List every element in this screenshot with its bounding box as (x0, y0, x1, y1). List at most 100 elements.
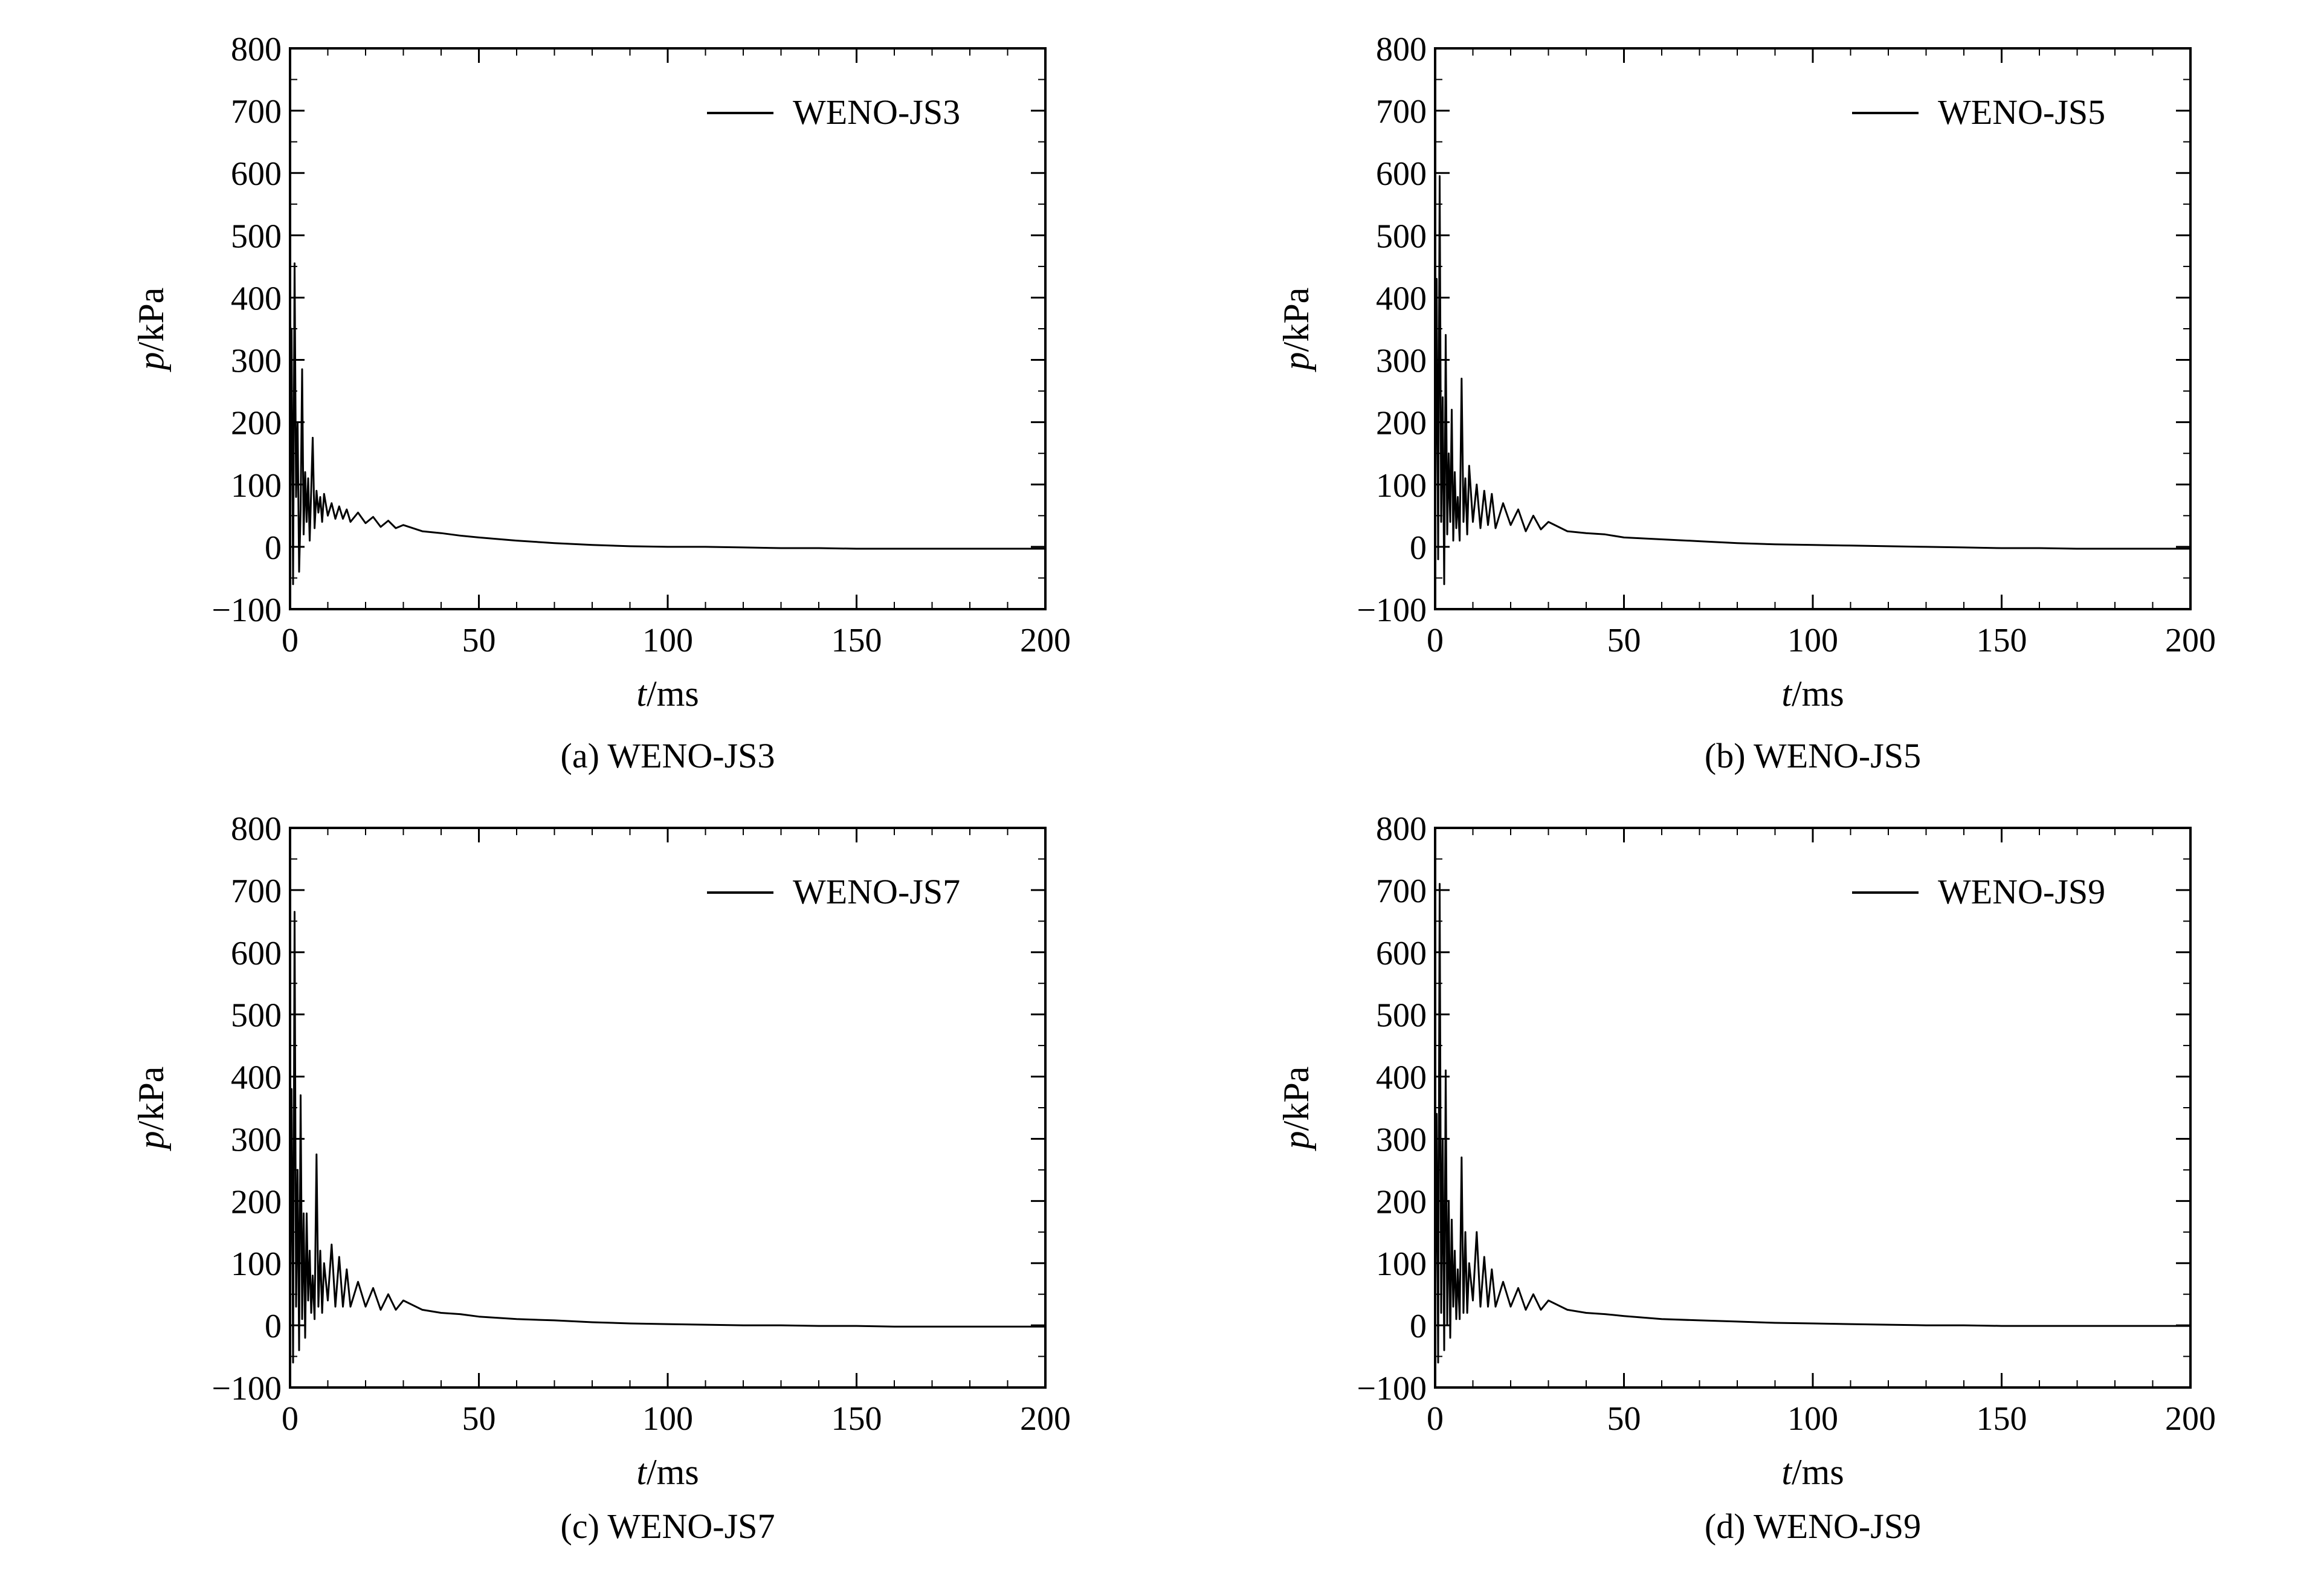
x-tick-label: 50 (462, 1400, 496, 1438)
axis-label-part: p (1276, 352, 1316, 372)
x-tick-label: 0 (282, 622, 299, 659)
y-tick-label: 200 (231, 1183, 282, 1221)
axis-label-part: t (1781, 674, 1792, 714)
plot-frame (1434, 47, 2192, 610)
x-axis-label: t/ms (1781, 674, 1844, 714)
y-axis-label: p/kPa (131, 1067, 171, 1152)
panel-caption: (b) WENO-JS5 (1705, 736, 1921, 775)
y-axis-label: p/kPa (131, 288, 171, 373)
series-line (1434, 175, 2190, 586)
y-tick-label: −100 (1357, 592, 1427, 629)
x-tick-label: 200 (2165, 1400, 2216, 1438)
panel-caption: (a) WENO-JS3 (561, 736, 775, 775)
x-tick-label: 100 (642, 622, 693, 659)
legend-label: WENO-JS5 (1938, 92, 2105, 132)
y-tick-label: 300 (1376, 343, 1427, 380)
axis-label-part: t (636, 1452, 647, 1492)
y-tick-label: 500 (1376, 997, 1427, 1035)
y-tick-label: 700 (231, 873, 282, 910)
y-tick-label: 0 (265, 1308, 282, 1345)
y-tick-label: 300 (231, 343, 282, 380)
y-tick-label: 400 (1376, 280, 1427, 317)
y-tick-label: 400 (231, 1059, 282, 1097)
y-tick-label: −100 (211, 1370, 282, 1407)
panel-caption: (c) WENO-JS7 (561, 1507, 775, 1546)
y-tick-label: 0 (1410, 529, 1427, 567)
legend-label: WENO-JS9 (1938, 872, 2105, 911)
axis-label-part: p (1276, 1131, 1316, 1151)
y-tick-label: 400 (1376, 1059, 1427, 1097)
x-tick-label: 200 (1020, 622, 1071, 659)
y-tick-label: 100 (231, 467, 282, 505)
y-tick-label: 100 (1376, 1245, 1427, 1283)
x-tick-label: 100 (1787, 1400, 1838, 1438)
axis-label-part: /ms (1792, 674, 1844, 714)
axis-label-part: t (636, 674, 647, 714)
series-line (1434, 883, 2190, 1364)
x-tick-label: 50 (462, 622, 496, 659)
x-axis-label: t/ms (1781, 1452, 1844, 1492)
x-axis-label: t/ms (636, 674, 699, 714)
x-axis-label: t/ms (636, 1452, 699, 1492)
series-line (289, 911, 1045, 1364)
x-tick-label: 0 (1427, 622, 1444, 659)
y-tick-label: 400 (231, 280, 282, 317)
y-tick-label: 800 (231, 810, 282, 848)
axis-label-part: /ms (1792, 1452, 1844, 1492)
x-tick-label: 0 (1427, 1400, 1444, 1438)
x-tick-label: 150 (831, 1400, 882, 1438)
axis-label-part: /kPa (131, 1067, 171, 1131)
x-tick-label: 0 (282, 1400, 299, 1438)
y-tick-label: 600 (1376, 935, 1427, 972)
y-tick-label: 300 (1376, 1121, 1427, 1158)
y-tick-label: 600 (231, 935, 282, 972)
axis-label-part: /kPa (1276, 288, 1316, 352)
y-tick-label: 100 (1376, 467, 1427, 505)
y-tick-label: 100 (231, 1245, 282, 1283)
y-tick-label: 600 (231, 155, 282, 193)
legend-label: WENO-JS7 (793, 872, 960, 911)
axis-label-part: p (131, 352, 171, 372)
y-tick-label: 700 (1376, 93, 1427, 131)
plot-frame (1434, 827, 2192, 1389)
x-tick-label: 200 (1020, 1400, 1071, 1438)
y-tick-label: 500 (1376, 218, 1427, 255)
y-tick-label: 200 (1376, 1183, 1427, 1221)
y-tick-label: −100 (211, 592, 282, 629)
y-tick-label: 800 (1376, 31, 1427, 68)
y-tick-label: 200 (1376, 405, 1427, 442)
y-tick-label: 600 (1376, 155, 1427, 193)
y-tick-label: 500 (231, 218, 282, 255)
axis-label-part: p (131, 1131, 171, 1151)
y-tick-label: 700 (231, 93, 282, 131)
axis-label-part: /kPa (131, 288, 171, 352)
y-axis-label: p/kPa (1276, 288, 1316, 373)
x-tick-label: 100 (1787, 622, 1838, 659)
y-tick-label: 0 (265, 529, 282, 567)
x-tick-label: 200 (2165, 622, 2216, 659)
x-tick-label: 150 (1977, 1400, 2027, 1438)
y-tick-label: 800 (231, 31, 282, 68)
axis-label-part: t (1781, 1452, 1792, 1492)
y-tick-label: 0 (1410, 1308, 1427, 1345)
x-tick-label: 150 (831, 622, 882, 659)
series-line (289, 262, 1045, 586)
axis-label-part: /kPa (1276, 1067, 1316, 1131)
y-tick-label: 500 (231, 997, 282, 1035)
plot-frame (289, 827, 1047, 1389)
y-tick-label: 700 (1376, 873, 1427, 910)
x-tick-label: 50 (1607, 1400, 1641, 1438)
y-tick-label: 800 (1376, 810, 1427, 848)
panel-caption: (d) WENO-JS9 (1705, 1507, 1921, 1546)
x-tick-label: 100 (642, 1400, 693, 1438)
y-tick-label: 300 (231, 1121, 282, 1158)
axis-label-part: /ms (647, 1452, 699, 1492)
y-axis-label: p/kPa (1276, 1067, 1316, 1152)
y-tick-label: −100 (1357, 1370, 1427, 1407)
x-tick-label: 50 (1607, 622, 1641, 659)
